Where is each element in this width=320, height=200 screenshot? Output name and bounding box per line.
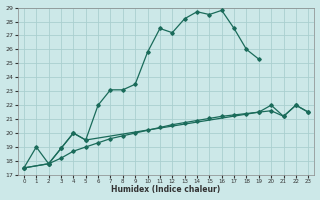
- X-axis label: Humidex (Indice chaleur): Humidex (Indice chaleur): [111, 185, 221, 194]
